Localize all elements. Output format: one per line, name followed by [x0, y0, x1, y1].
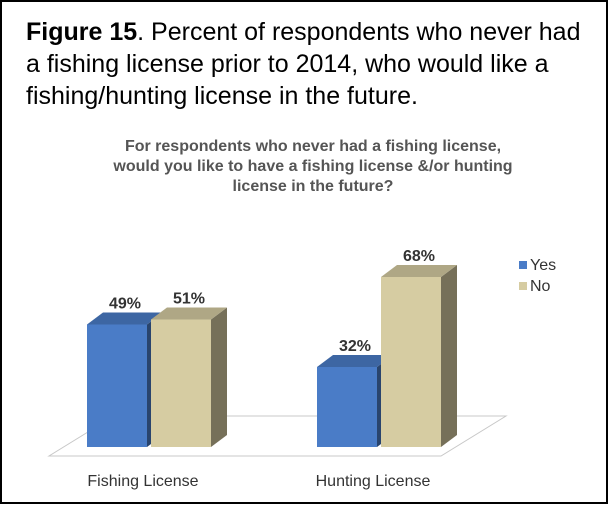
- data-label-no-2: 68%: [403, 248, 435, 265]
- figure-caption-text: . Percent of respondents who never had a…: [26, 18, 581, 110]
- category-label-1: Fishing License: [87, 473, 198, 490]
- legend-swatch-no: [519, 282, 527, 290]
- bar-chart: For respondents who never had a fishing …: [47, 138, 556, 490]
- bar-no-fishing-license: [151, 307, 227, 447]
- bar-no-hunting-license: [381, 265, 457, 447]
- legend-label-no: No: [530, 278, 551, 295]
- data-label-yes-1: 49%: [109, 296, 141, 313]
- figure-label: Figure 15: [26, 18, 138, 46]
- category-labels: Fishing License Hunting License: [87, 473, 430, 490]
- chart-title-line-1: For respondents who never had a fishing …: [125, 138, 501, 155]
- legend-label-yes: Yes: [530, 257, 556, 274]
- bars: 49% 51% 32% 68%: [87, 248, 457, 447]
- category-label-2: Hunting License: [316, 473, 431, 490]
- data-label-no-1: 51%: [173, 291, 205, 308]
- chart-title: For respondents who never had a fishing …: [112, 138, 512, 195]
- chart-title-line-2: would you like to have a fishing license…: [112, 158, 512, 175]
- chart-area: For respondents who never had a fishing …: [21, 121, 605, 506]
- legend: Yes No: [519, 257, 556, 295]
- figure-caption: Figure 15. Percent of respondents who ne…: [26, 16, 596, 112]
- legend-swatch-yes: [519, 261, 527, 269]
- chart-title-line-3: license in the future?: [233, 178, 394, 195]
- data-label-yes-2: 32%: [339, 338, 371, 355]
